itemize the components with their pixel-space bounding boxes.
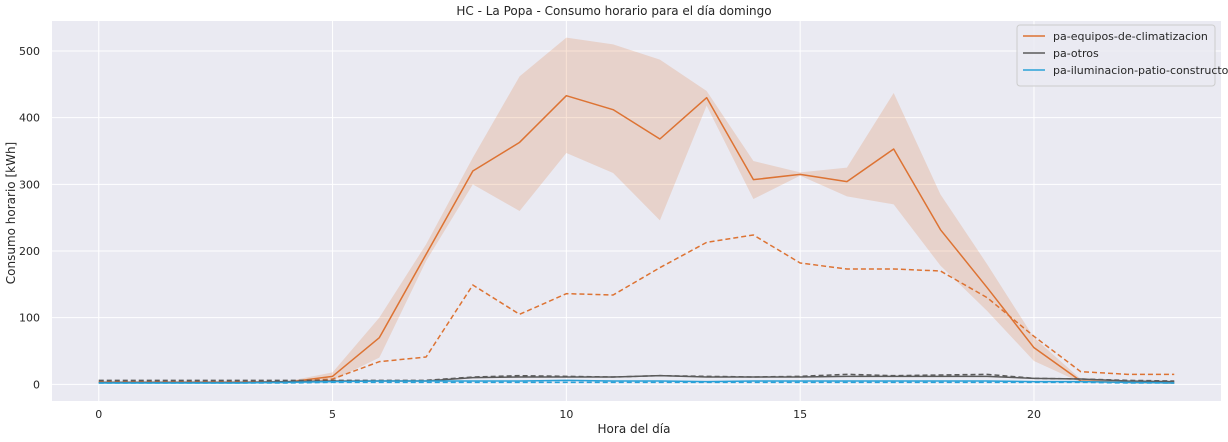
confidence-bands	[98, 37, 1175, 384]
x-tick-label: 15	[793, 408, 807, 421]
y-axis-label: Consumo horario [kWh]	[4, 142, 18, 284]
legend-box	[1016, 24, 1216, 87]
y-tick-label: 300	[19, 178, 40, 191]
x-tick-label: 5	[329, 408, 336, 421]
y-tick-label: 0	[33, 378, 40, 391]
legend: pa-equipos-de-climatizacion pa-otros pa-il…	[1016, 24, 1228, 87]
x-tick-label: 10	[559, 408, 573, 421]
chart-title: HC - La Popa - Consumo horario para el d…	[456, 4, 771, 18]
y-tick-label: 400	[19, 112, 40, 125]
x-tick-label: 0	[95, 408, 102, 421]
legend-label: pa-iluminacion-patio-constructor	[1053, 64, 1228, 77]
series-line-3-dashed	[98, 373, 1175, 382]
x-tick-label: 20	[1027, 408, 1041, 421]
confidence-band-series-0	[98, 37, 1175, 384]
y-tick-label: 200	[19, 245, 40, 258]
series-line-5-dashed	[98, 381, 1175, 384]
legend-label: pa-otros	[1053, 47, 1099, 60]
y-tick-label: 500	[19, 45, 40, 58]
legend-label: pa-equipos-de-climatizacion	[1053, 30, 1208, 43]
x-axis-ticks: 0 5 10 15 20	[95, 408, 1041, 421]
y-axis-ticks: 0 100 200 300 400 500	[19, 45, 40, 391]
series-lines	[98, 94, 1175, 384]
y-tick-label: 100	[19, 312, 40, 325]
x-axis-label: Hora del día	[598, 422, 671, 436]
